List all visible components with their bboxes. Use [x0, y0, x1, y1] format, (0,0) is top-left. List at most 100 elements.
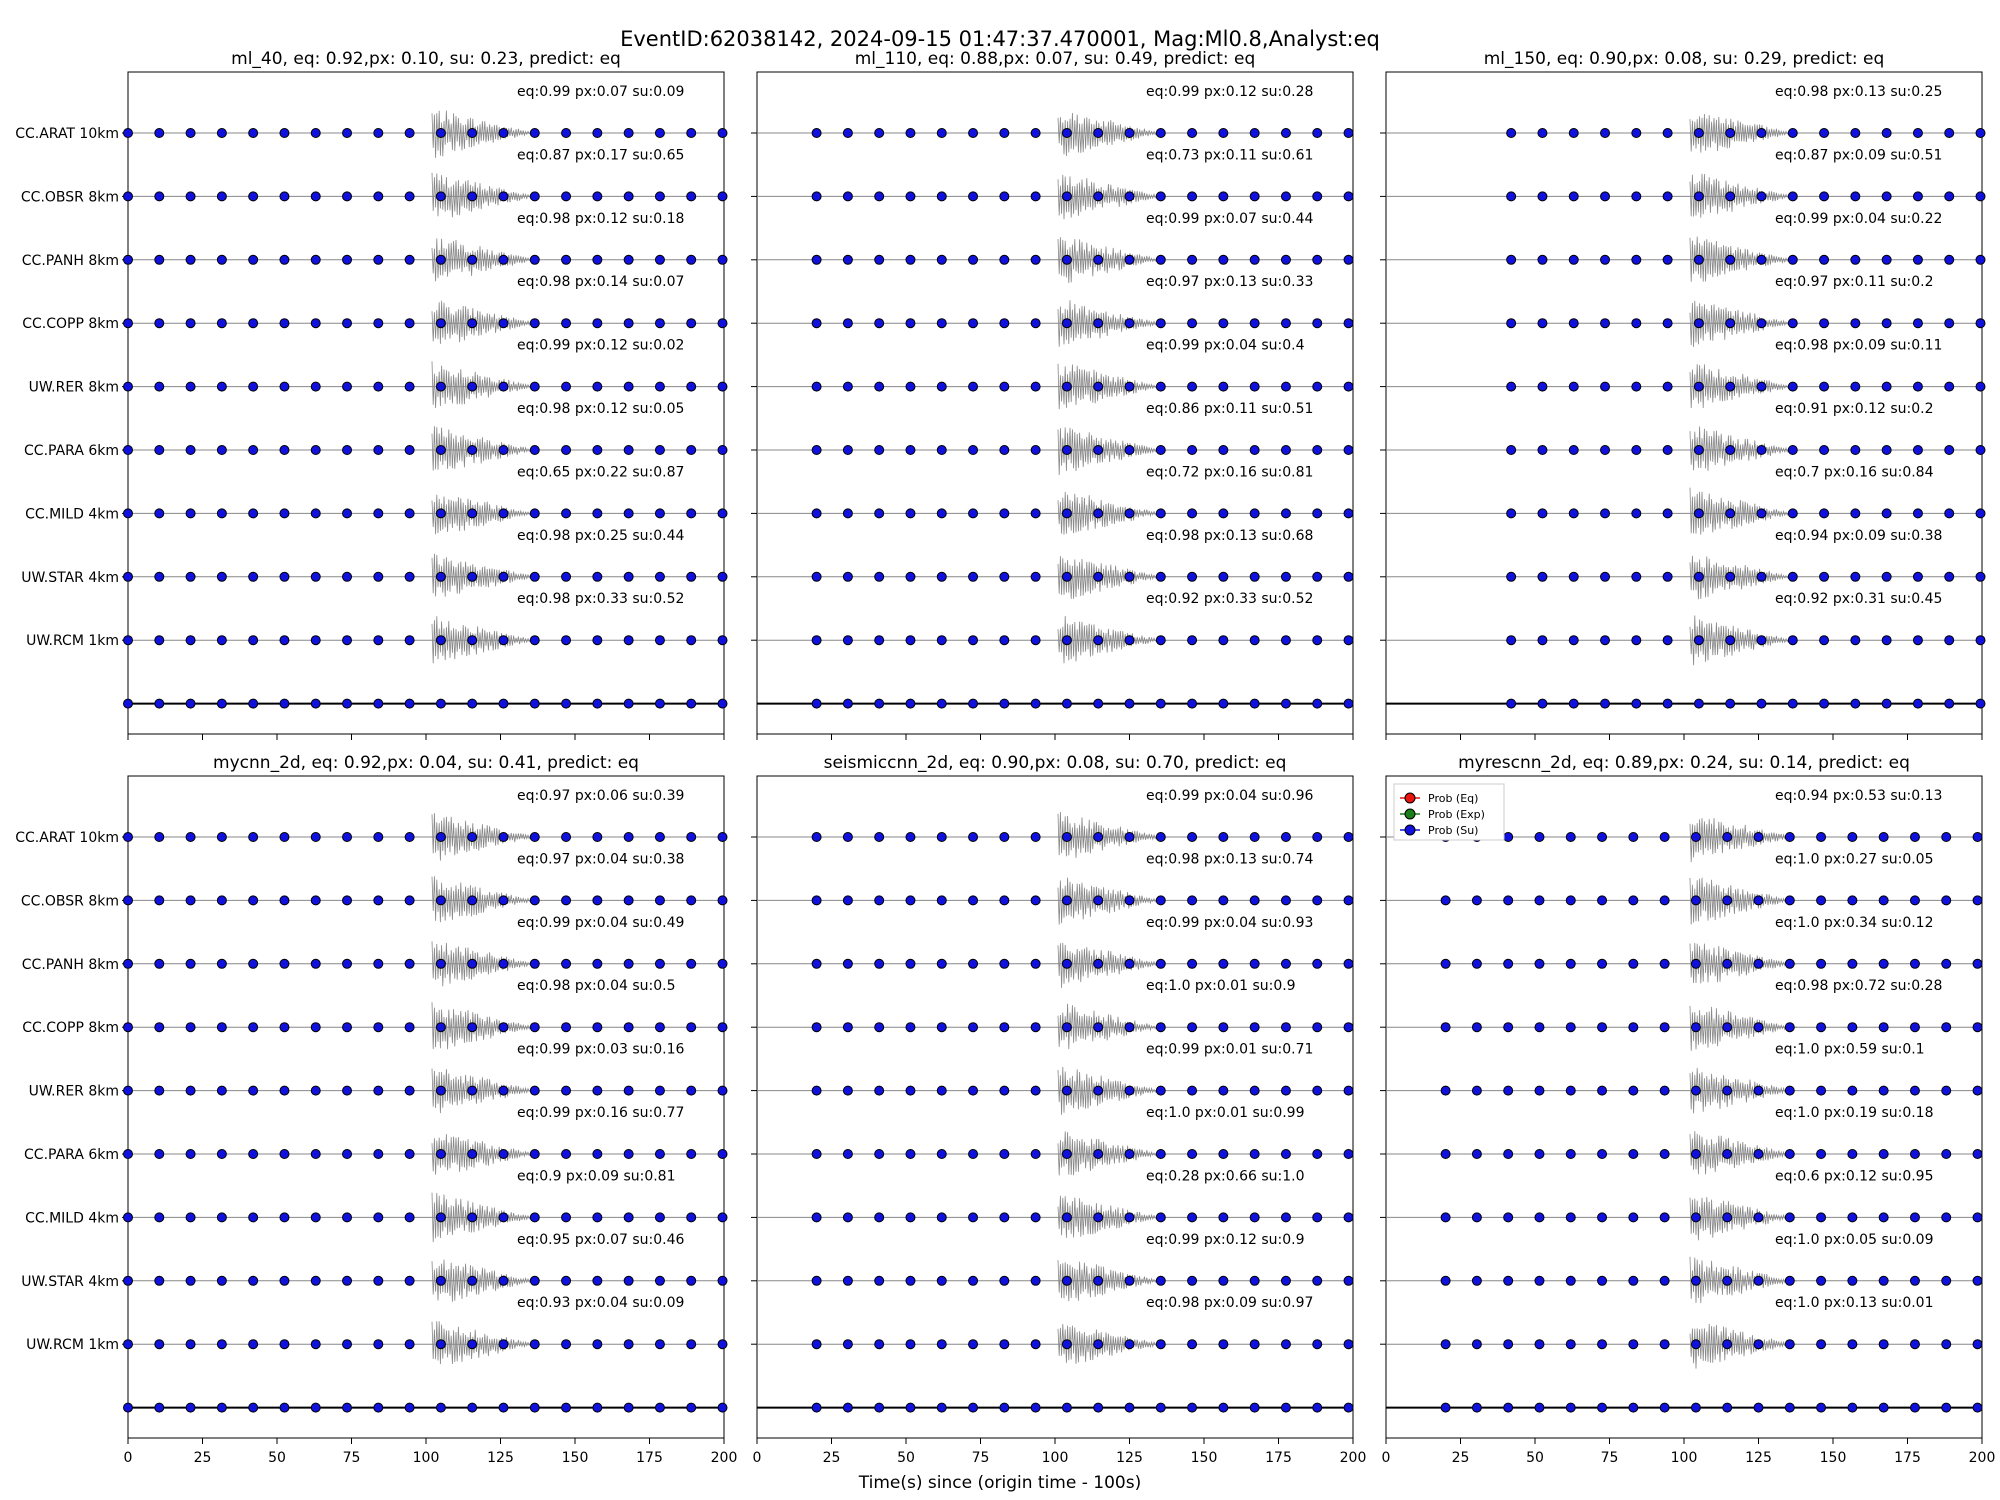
- prob-su-marker: [1155, 698, 1166, 709]
- prob-su-marker: [1124, 635, 1135, 646]
- prob-su-marker: [1941, 895, 1952, 906]
- prob-su-marker: [561, 381, 572, 392]
- waveform-burst: [431, 1321, 539, 1365]
- prob-su-marker: [905, 254, 916, 265]
- prob-su-marker: [467, 571, 478, 582]
- waveform-burst: [1689, 1256, 1797, 1304]
- prob-su-marker: [185, 445, 196, 455]
- prob-su-marker: [936, 958, 947, 969]
- x-tick-label: 25: [1452, 1450, 1470, 1466]
- prob-su-marker: [999, 1339, 1010, 1350]
- prob-su-marker: [279, 1149, 290, 1159]
- prob-su-marker: [248, 1339, 259, 1350]
- prob-su-marker: [1631, 635, 1642, 646]
- prob-su-marker: [1690, 832, 1701, 842]
- prob-su-marker: [279, 128, 290, 138]
- x-tick-label: 175: [636, 1450, 663, 1466]
- prob-su-marker: [1628, 832, 1639, 842]
- prob-su-marker: [1975, 508, 1986, 519]
- prob-su-marker: [842, 318, 853, 329]
- prob-su-marker: [123, 698, 133, 709]
- prob-su-marker: [1881, 318, 1892, 329]
- prob-su-marker: [1944, 635, 1955, 646]
- prob-su-marker: [1534, 958, 1545, 969]
- prob-su-marker: [154, 1275, 165, 1286]
- waveform-burst: [1057, 427, 1165, 476]
- prob-su-marker: [1155, 1402, 1166, 1413]
- prob-su-marker: [1628, 1085, 1639, 1096]
- prob-su-marker: [1061, 1402, 1072, 1413]
- prob-su-marker: [467, 254, 478, 265]
- prob-su-marker: [1600, 381, 1611, 392]
- prob-su-marker: [467, 832, 478, 842]
- prob-su-marker: [310, 832, 321, 842]
- prob-su-marker: [1565, 1085, 1576, 1096]
- prob-su-marker: [592, 1212, 603, 1223]
- prob-su-marker: [1753, 958, 1764, 969]
- prob-su-marker: [1881, 571, 1892, 582]
- prob-annotation: eq:0.99 px:0.03 su:0.16: [517, 1042, 684, 1058]
- prob-su-marker: [717, 508, 728, 519]
- prob-su-marker: [529, 254, 540, 265]
- prob-annotation: eq:0.72 px:0.16 su:0.81: [1146, 464, 1313, 480]
- prob-su-marker: [1690, 1149, 1701, 1159]
- prob-su-marker: [1155, 191, 1166, 202]
- prob-su-marker: [154, 698, 165, 709]
- prob-su-marker: [1249, 1275, 1260, 1286]
- prob-su-marker: [1030, 381, 1041, 392]
- prob-su-marker: [1343, 1022, 1354, 1033]
- prob-su-marker: [435, 508, 446, 519]
- prob-su-marker: [1756, 128, 1767, 138]
- prob-su-marker: [498, 958, 509, 969]
- prob-su-marker: [1312, 1149, 1323, 1159]
- prob-su-marker: [874, 1149, 885, 1159]
- prob-su-marker: [1030, 1022, 1041, 1033]
- prob-su-marker: [1218, 635, 1229, 646]
- prob-su-marker: [561, 832, 572, 842]
- prob-su-marker: [654, 254, 665, 265]
- figure-xlabel: Time(s) since (origin time - 100s): [858, 1473, 1141, 1493]
- panel-title: mycnn_2d, eq: 0.92,px: 0.04, su: 0.41, p…: [213, 753, 639, 773]
- prob-su-marker: [1941, 1339, 1952, 1350]
- prob-su-marker: [1124, 1402, 1135, 1413]
- prob-su-marker: [936, 128, 947, 138]
- prob-su-marker: [561, 1402, 572, 1413]
- prob-su-marker: [592, 1339, 603, 1350]
- prob-su-marker: [1124, 698, 1135, 709]
- waveform-burst: [431, 1259, 539, 1302]
- prob-annotation: eq:0.98 px:0.13 su:0.68: [1146, 528, 1313, 544]
- prob-su-marker: [467, 1275, 478, 1286]
- prob-su-marker: [467, 958, 478, 969]
- prob-su-marker: [623, 445, 634, 455]
- prob-su-marker: [1187, 635, 1198, 646]
- prob-su-marker: [310, 1275, 321, 1286]
- prob-su-marker: [342, 1085, 353, 1096]
- prob-su-marker: [342, 191, 353, 202]
- waveform-burst: [431, 110, 539, 158]
- prob-su-marker: [1909, 958, 1920, 969]
- prob-su-marker: [498, 1149, 509, 1159]
- prob-su-marker: [1343, 1212, 1354, 1223]
- prob-su-marker: [1819, 318, 1830, 329]
- prob-su-marker: [1249, 958, 1260, 969]
- prob-su-marker: [936, 698, 947, 709]
- prob-su-marker: [216, 1275, 227, 1286]
- prob-su-marker: [1628, 958, 1639, 969]
- prob-su-marker: [1725, 635, 1736, 646]
- prob-su-marker: [1725, 571, 1736, 582]
- prob-su-marker: [310, 1085, 321, 1096]
- prob-su-marker: [1312, 191, 1323, 202]
- prob-su-marker: [1503, 1149, 1514, 1159]
- prob-su-marker: [216, 318, 227, 329]
- prob-annotation: eq:0.65 px:0.22 su:0.87: [517, 464, 684, 480]
- prob-annotation: eq:0.86 px:0.11 su:0.51: [1146, 401, 1313, 417]
- prob-su-marker: [654, 571, 665, 582]
- prob-su-marker: [1187, 508, 1198, 519]
- prob-su-marker: [1312, 958, 1323, 969]
- prob-su-marker: [623, 635, 634, 646]
- prob-su-marker: [1565, 1402, 1576, 1413]
- prob-su-marker: [310, 895, 321, 906]
- legend: Prob (Eq) Prob (Exp) Prob (Su): [1393, 783, 1505, 841]
- prob-su-marker: [248, 1212, 259, 1223]
- waveform-burst: [431, 813, 539, 861]
